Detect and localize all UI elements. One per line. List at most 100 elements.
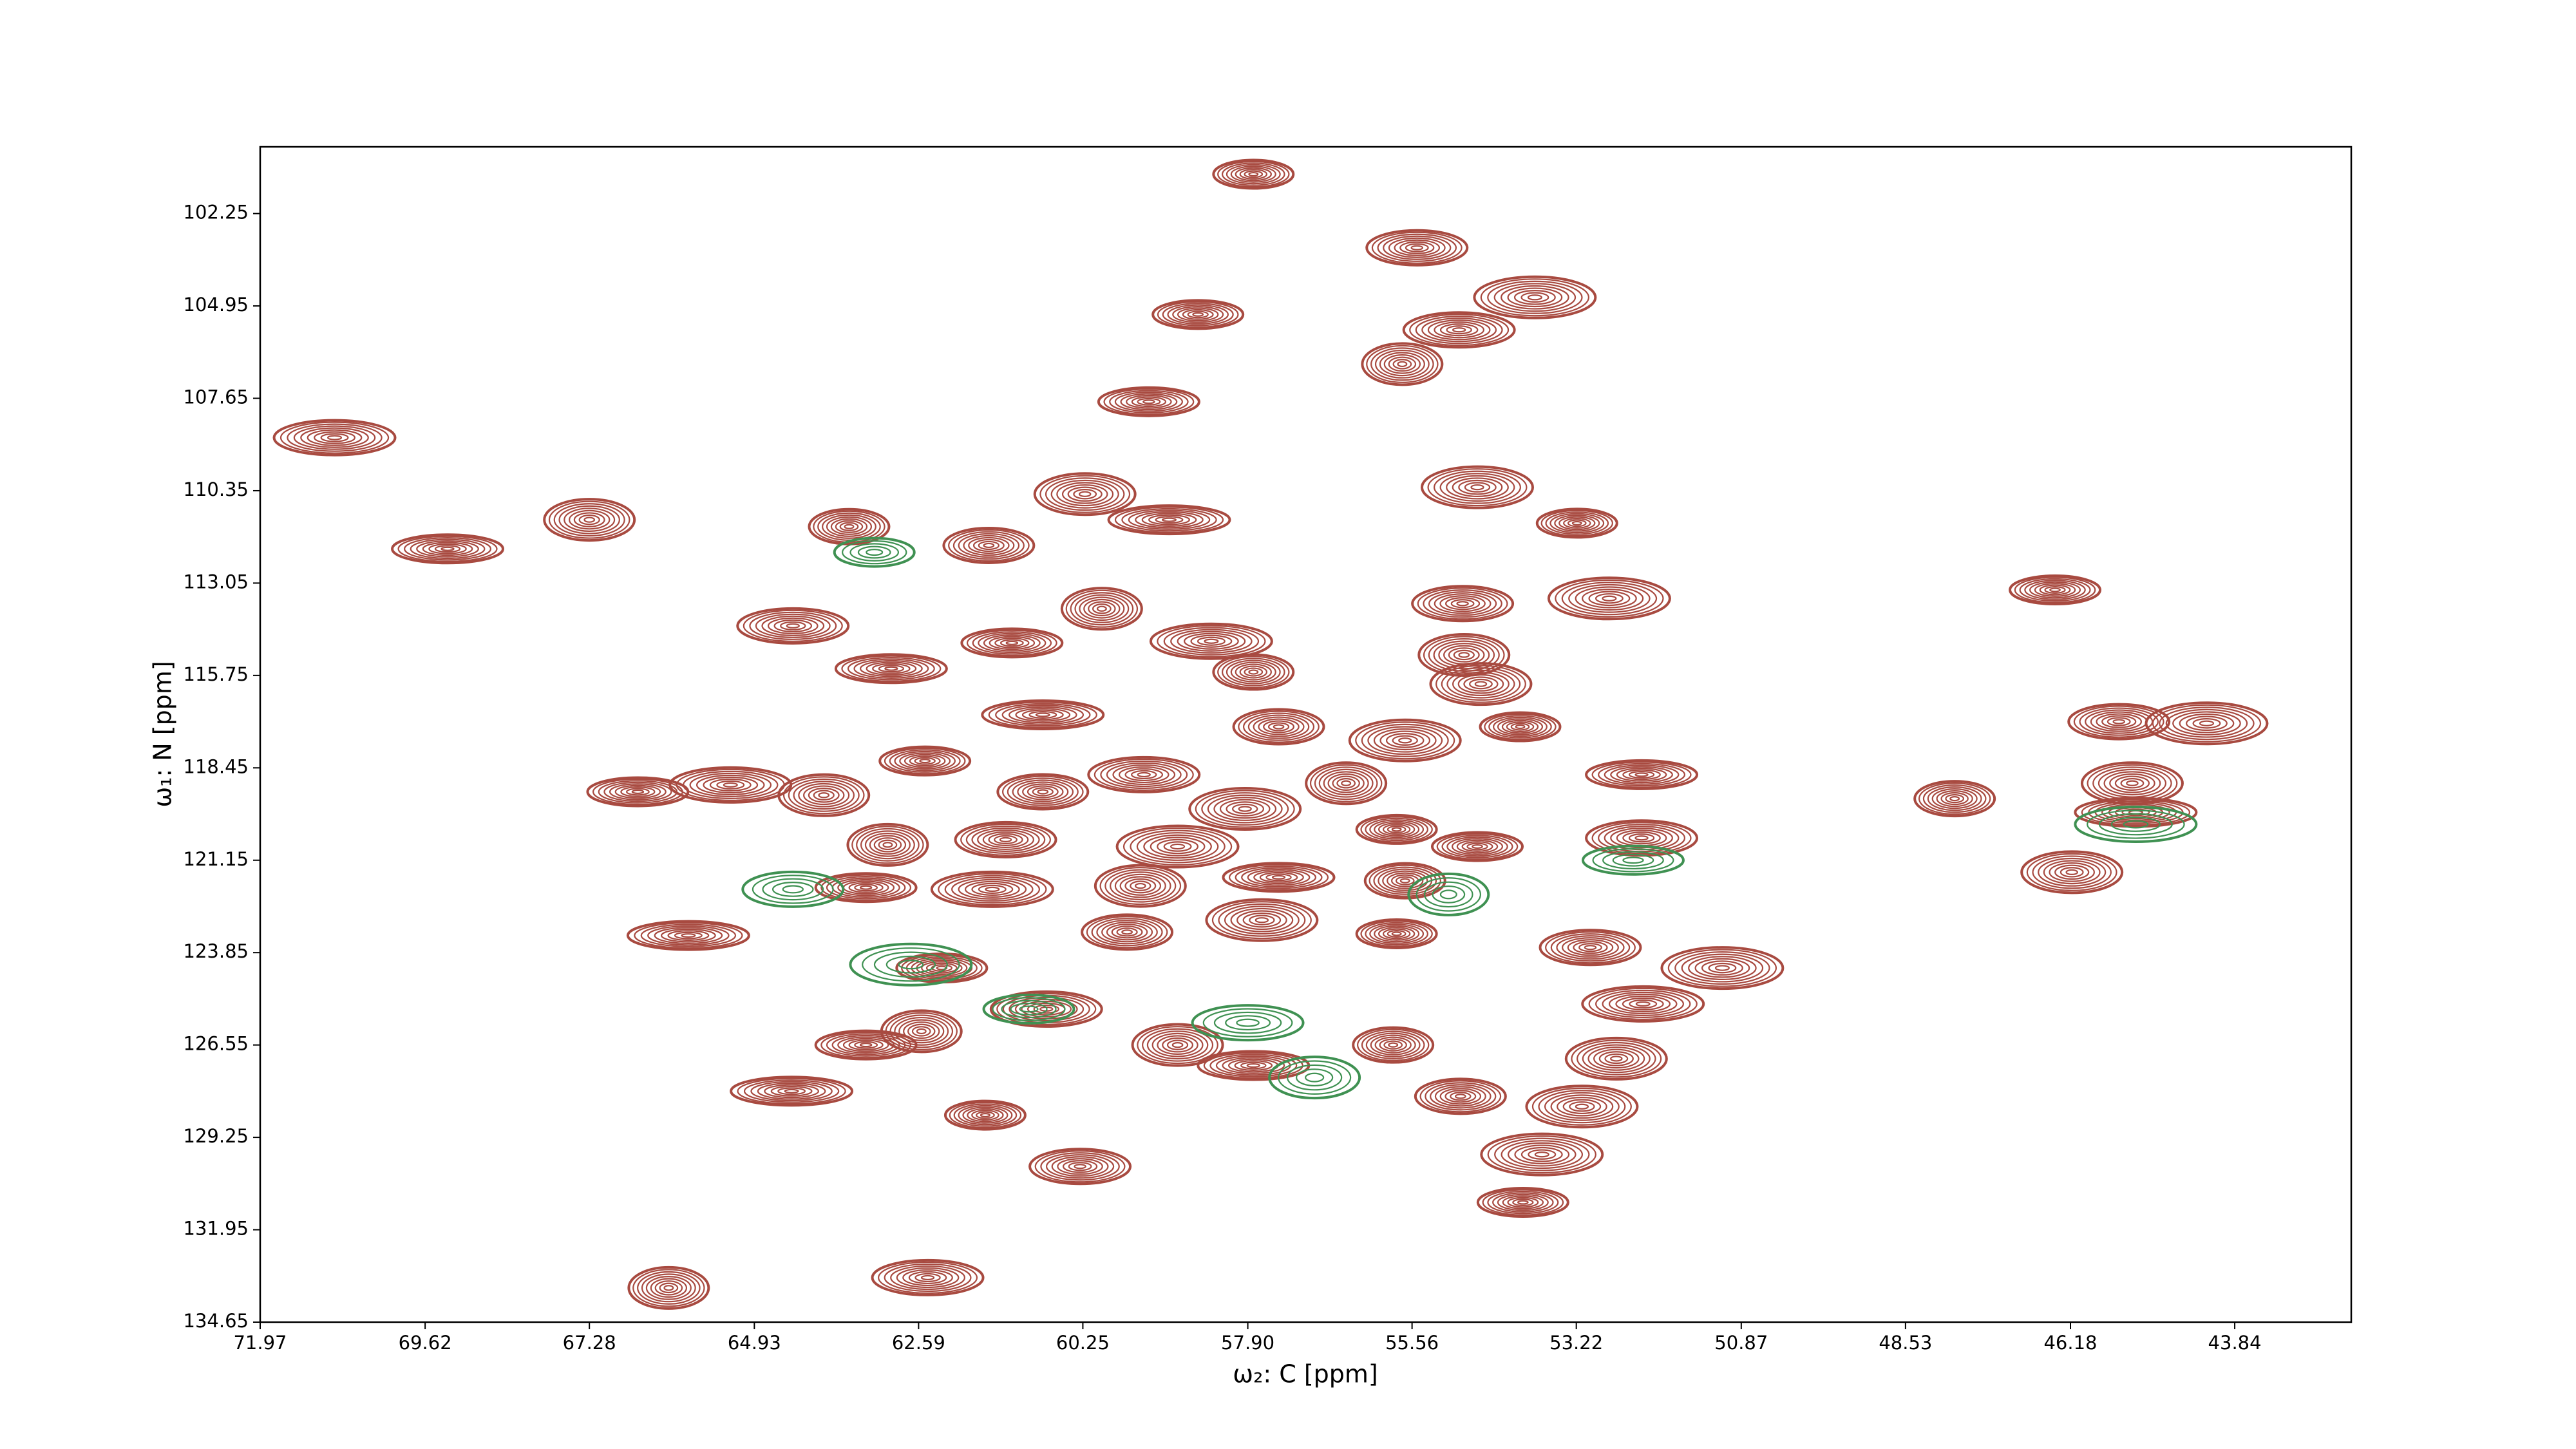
contour-level [1591,761,1692,788]
y-tick-label: 131.95 [184,1218,249,1240]
contour-level [440,546,455,551]
contour-level [1439,595,1486,612]
y-tick-label: 110.35 [184,478,249,500]
contour-level [1021,709,1064,721]
contour-level [1094,864,1187,908]
contour-level [703,776,759,793]
contour-level [716,780,745,790]
contour-level [1187,310,1209,319]
contour-level [626,920,750,951]
x-tick-label: 50.87 [1714,1332,1768,1354]
contour-level [921,961,963,975]
contour-level [1162,1037,1194,1053]
contour-level [1439,323,1479,337]
contour-level [1119,876,1162,896]
contour-level [1202,1008,1293,1037]
contour-level [1582,588,1637,609]
contour-level [1622,831,1661,845]
contour-level [902,1269,953,1287]
contour-level [2096,713,2142,730]
contour-level [1708,962,1737,974]
contour-level [1019,1005,1039,1013]
contour-level [1242,712,1315,741]
contour-level [773,619,813,632]
contour-level [841,655,942,682]
contour-level [1287,1064,1343,1091]
contour-level [1433,640,1495,670]
contour-level [1674,951,1770,985]
contour-level [1128,509,1211,530]
contour-level [1473,275,1597,319]
contour-level [1370,347,1434,381]
contour-level [723,782,738,788]
contour-level [1615,995,1671,1012]
contour-level [2199,720,2215,726]
contour-level [1120,393,1178,411]
contour-level [1110,871,1171,901]
contour-level [1201,792,1289,826]
contour-level [1157,1035,1198,1055]
x-axis-label: ω₂: C [ppm] [1233,1360,1378,1388]
contour-level [963,535,1015,556]
contour-level [1248,171,1259,177]
contour-level [1545,931,1636,964]
contour-level [1001,705,1084,725]
contour-level [1545,511,1609,535]
contour-level [999,639,1024,647]
contour-level [1464,482,1491,493]
contour-level [2026,853,2117,891]
contour-level [1368,864,1441,897]
contour-level [314,431,355,444]
y-tick-label: 129.25 [184,1125,249,1147]
contour-level [826,1033,906,1057]
contour-level [777,773,871,817]
contour-level [1213,1011,1282,1034]
contour-level [1514,1144,1570,1164]
contour-level [2112,719,2125,724]
contour-level [553,503,625,537]
contour-level [1369,819,1425,840]
contour-level [1130,880,1151,891]
contour-level [1318,768,1374,798]
contour-level [428,543,467,554]
contour-level [1056,482,1114,507]
contour-level [1563,517,1591,529]
contour-level [2073,705,2164,738]
contour-level [1163,841,1192,852]
contour-level [583,516,596,523]
contour-level [1151,299,1245,330]
contour-level [1535,507,1618,539]
contour-level [1114,873,1166,898]
contour-level [1255,917,1269,923]
contour-level [1040,1152,1120,1181]
contour-level [743,1079,840,1103]
contour-level [1360,920,1433,947]
contour-level [1336,777,1356,789]
contour-level [1244,667,1264,677]
contour-level [1373,728,1437,753]
contour-level [2019,578,2091,602]
contour-level [782,885,804,894]
contour-level [1230,661,1276,683]
contour-level [1425,1082,1497,1111]
contour-level [1021,1000,1072,1018]
contour-level [830,518,868,535]
contour-level [1083,598,1121,619]
contour-level [1612,853,1654,867]
contour-level [1441,835,1513,858]
contour-level [1374,349,1430,379]
plot-frame [259,146,2353,1323]
contour-level [1034,1150,1126,1183]
contour-level [976,1111,995,1119]
contour-level [1608,993,1678,1014]
contour-level [696,774,765,795]
contour-level [1479,711,1562,743]
contour-level [1204,638,1219,644]
contour-level [943,1099,1027,1131]
contour-level [873,837,902,853]
contour-level [1502,1195,1544,1209]
contour-level [1667,949,1777,987]
contour-level [2098,813,2173,836]
contour-level [966,629,1057,657]
contour-level [1427,319,1491,341]
